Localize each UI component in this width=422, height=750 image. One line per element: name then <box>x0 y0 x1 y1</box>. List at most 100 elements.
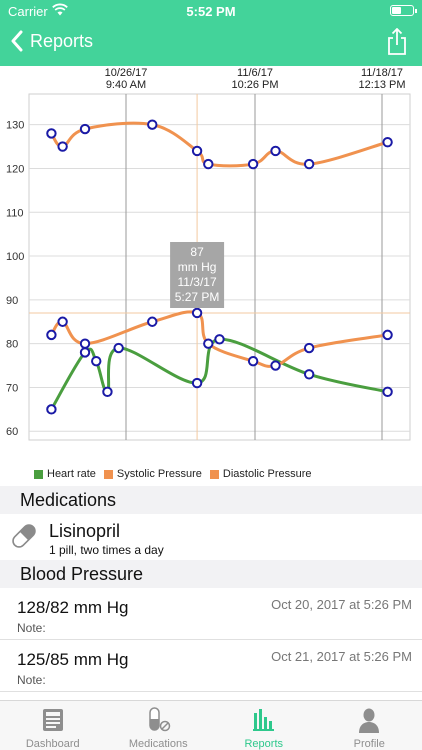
series-line-diastolic <box>49 310 390 368</box>
legend-label-diastolic: Diastolic Pressure <box>222 468 312 480</box>
data-point-systolic <box>270 145 281 157</box>
data-point-heart-rate <box>113 342 124 354</box>
medication-name: Lisinopril <box>49 521 121 541</box>
bp-note: Note: <box>17 673 46 687</box>
highlight-tooltip-text: 87 <box>190 245 204 259</box>
x-tick-label-time: 12:13 PM <box>358 79 405 91</box>
data-point-systolic <box>191 145 203 157</box>
legend-label-systolic: Systolic Pressure <box>116 468 202 480</box>
data-point-systolic <box>57 141 68 152</box>
status-bar: Carrier 5:52 PM <box>0 0 422 22</box>
tab-profile[interactable]: Profile <box>317 701 422 750</box>
data-point-systolic <box>203 158 214 170</box>
legend-item-systolic: Systolic Pressure <box>103 468 202 480</box>
data-point-diastolic <box>147 316 158 327</box>
tab-dashboard[interactable]: Dashboard <box>0 701 106 750</box>
y-tick-label: 60 <box>6 426 18 438</box>
data-point-heart-rate <box>102 386 113 398</box>
data-point-diastolic <box>382 329 393 341</box>
x-tick-label-date: 11/6/17 <box>237 67 273 79</box>
dashboard-icon <box>42 709 63 731</box>
bp-entry-row[interactable]: 125/85 mm Hg Oct 21, 2017 at 5:26 PM Not… <box>0 640 422 692</box>
data-point-heart-rate <box>214 334 225 345</box>
highlight-tooltip-text: 5:27 PM <box>175 290 220 304</box>
tab-label-medications: Medications <box>128 738 188 750</box>
legend-swatch-systolic <box>103 469 113 479</box>
y-tick-label: 120 <box>6 163 24 175</box>
y-tick-label: 100 <box>6 251 24 263</box>
legend-item-heart-rate: Heart rate <box>34 468 96 480</box>
highlight-tooltip-text: mm Hg <box>178 260 217 274</box>
data-point-diastolic <box>46 329 57 341</box>
blood-pressure-header: Blood Pressure <box>0 560 422 588</box>
report-chart[interactable]: 60 70 80 90 100 110 120 130 10/26/17 9:40 AM 11/6/… <box>0 66 422 486</box>
medications-icon <box>149 707 171 732</box>
legend-swatch-diastolic <box>209 469 219 479</box>
legend-label-heart-rate: Heart rate <box>47 468 96 480</box>
back-label: Reports <box>30 30 94 51</box>
data-point-systolic <box>46 128 57 139</box>
data-point-heart-rate <box>91 355 102 367</box>
x-tick-label-date: 10/26/17 <box>105 67 148 79</box>
series-line-heart-rate <box>49 337 390 411</box>
series-line-systolic <box>49 121 390 168</box>
chevron-left-icon <box>11 30 23 52</box>
carrier-label: Carrier <box>8 4 48 19</box>
status-time: 5:52 PM <box>186 4 236 19</box>
tab-reports[interactable]: Reports <box>211 701 317 750</box>
y-tick-label: 70 <box>6 382 18 394</box>
data-point-heart-rate <box>191 377 203 389</box>
data-point-heart-rate <box>303 369 315 380</box>
data-point-diastolic <box>57 316 68 327</box>
reports-icon <box>252 709 274 731</box>
x-tick-label-time: 9:40 AM <box>106 79 146 91</box>
data-point-heart-rate <box>382 386 393 398</box>
tab-label-reports: Reports <box>244 738 284 750</box>
nav-bar: Reports <box>0 22 422 66</box>
data-point-diastolic <box>191 307 203 319</box>
tab-medications[interactable]: Medications <box>106 701 212 750</box>
y-tick-label: 110 <box>6 207 24 219</box>
profile-icon <box>359 708 380 733</box>
bp-entry-row[interactable]: 128/82 mm Hg Oct 20, 2017 at 5:26 PM Not… <box>0 588 422 640</box>
battery-icon <box>390 5 417 16</box>
medication-row[interactable]: Lisinopril 1 pill, two times a day <box>0 514 422 564</box>
highlight-tooltip-text: 11/3/17 <box>178 275 217 289</box>
medications-header: Medications <box>0 486 422 514</box>
data-point-heart-rate <box>79 347 91 358</box>
legend-swatch-heart-rate <box>34 469 43 479</box>
y-tick-label: 80 <box>6 339 18 351</box>
data-point-systolic <box>147 119 158 130</box>
pill-icon <box>12 524 36 548</box>
data-point-diastolic <box>247 355 259 367</box>
bp-timestamp: Oct 20, 2017 at 5:26 PM <box>271 597 412 612</box>
data-point-systolic <box>303 158 315 170</box>
data-point-diastolic <box>79 338 91 349</box>
data-point-systolic <box>79 123 91 135</box>
data-point-diastolic <box>270 360 281 371</box>
data-point-diastolic <box>203 338 214 349</box>
y-tick-label: 130 <box>6 120 24 132</box>
tab-label-profile: Profile <box>353 738 385 750</box>
plot-frame <box>28 93 411 441</box>
highlight-tooltip <box>170 242 225 308</box>
tab-bar: Dashboard Medications Reports Profile <box>0 700 422 750</box>
bp-reading: 125/85 mm Hg <box>17 650 129 669</box>
medication-dose: 1 pill, two times a day <box>49 543 164 557</box>
x-tick-label-time: 10:26 PM <box>231 79 278 91</box>
bp-note: Note: <box>17 621 46 635</box>
data-point-systolic <box>382 136 393 148</box>
y-tick-label: 90 <box>6 295 18 307</box>
wifi-icon <box>52 3 68 16</box>
share-icon[interactable] <box>386 28 408 56</box>
data-point-heart-rate <box>46 404 57 415</box>
legend-item-diastolic: Diastolic Pressure <box>209 468 312 480</box>
bp-timestamp: Oct 21, 2017 at 5:26 PM <box>271 649 412 664</box>
data-point-diastolic <box>303 342 315 354</box>
back-button[interactable]: Reports <box>10 30 93 52</box>
x-tick-label-date: 11/18/17 <box>361 67 403 79</box>
data-point-systolic <box>247 158 259 170</box>
chart-svg[interactable]: 60 70 80 90 100 110 120 130 10/26/179:40 AM 11/6/… <box>0 66 422 466</box>
chart-legend: Heart rate Systolic Pressure Diastolic P… <box>34 468 312 480</box>
tab-label-dashboard: Dashboard <box>25 738 80 750</box>
